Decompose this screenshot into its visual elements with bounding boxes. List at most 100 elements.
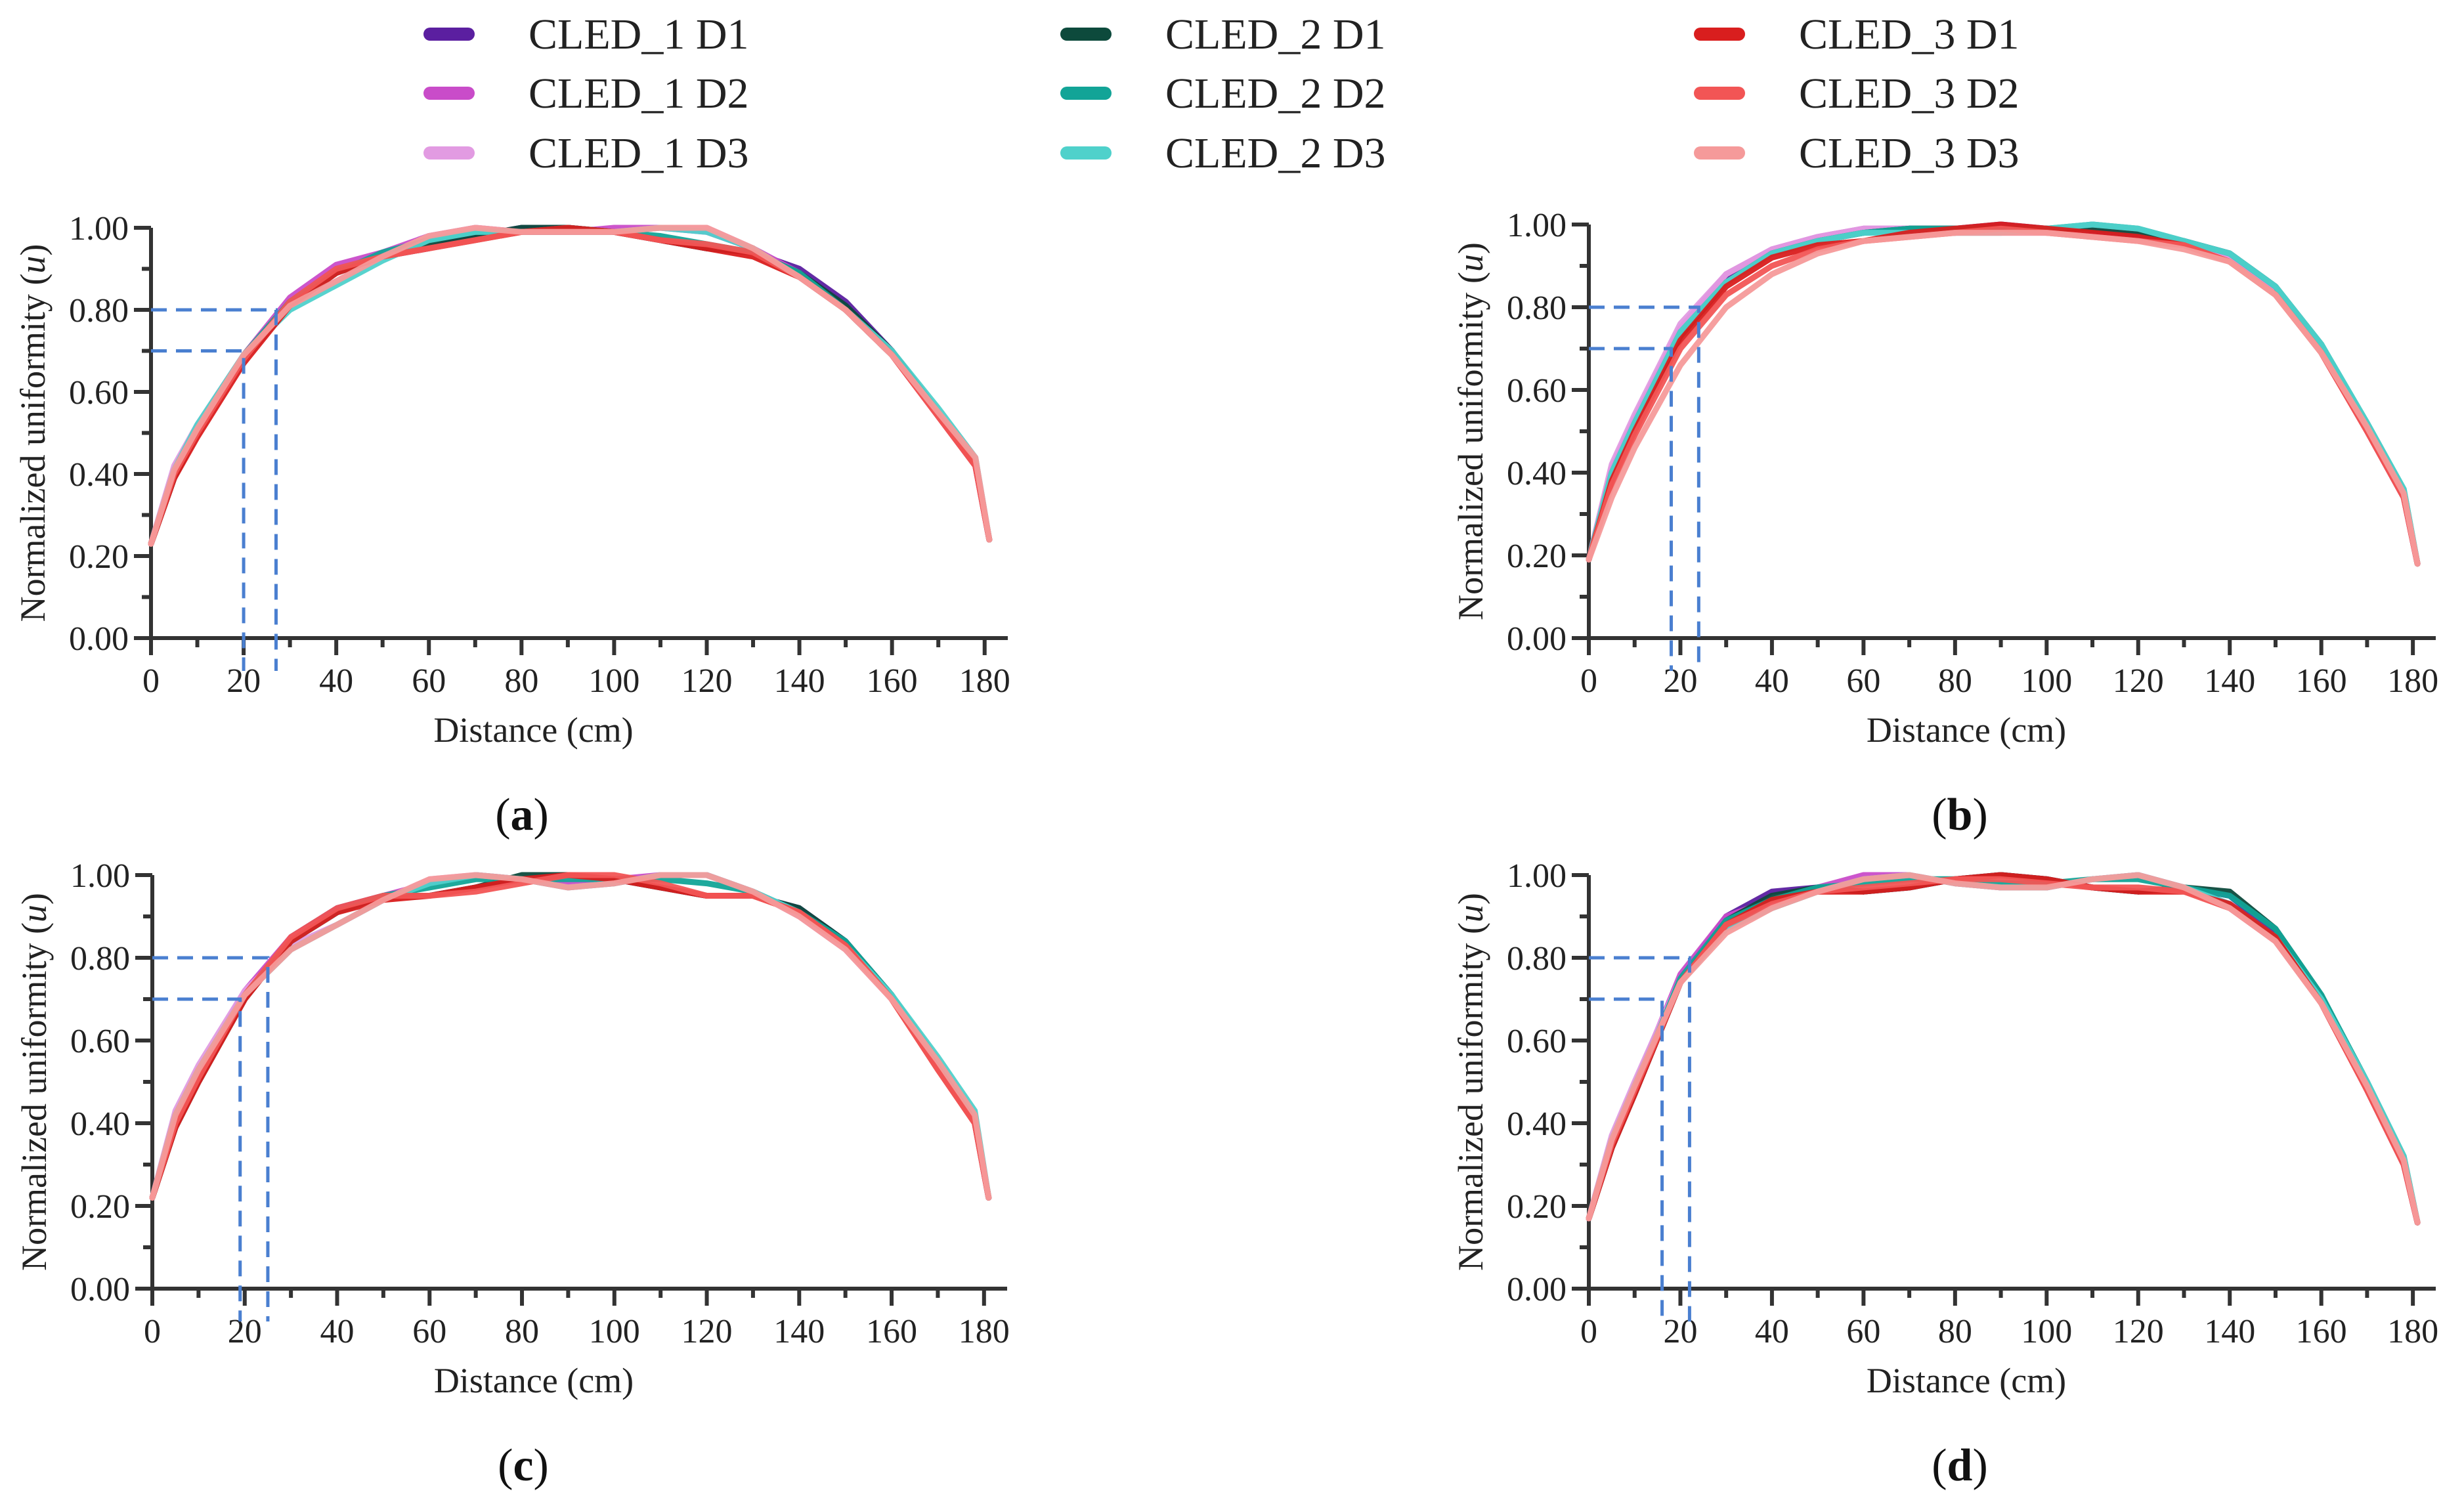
panel-label: (d) [1932,1440,1988,1491]
series-line [149,872,992,1201]
series-line [1586,221,2421,567]
y-axis-title-main: Normalized uniformity ( [1451,922,1490,1271]
guide-line-0.80 [151,308,278,671]
series-line [149,872,992,1201]
y-axis-title-var: u [13,256,53,274]
y-axis-title: Normalized uniformity (u) [1451,893,1490,1271]
y-tick-label: 0.80 [70,940,130,977]
x-tick-label: 100 [588,662,639,700]
x-tick-label: 40 [320,1313,355,1350]
x-tick-label: 100 [589,1313,640,1350]
series-line [149,872,992,1201]
legend-item: CLED_1 D2 [423,70,748,118]
x-tick-label: 140 [2204,1313,2255,1350]
x-axis-title: Distance (cm) [433,710,633,750]
x-tick-label: 100 [2021,1313,2072,1350]
x-tick-label: 80 [505,1313,539,1350]
legend-item: CLED_2 D2 [1060,70,1385,118]
x-tick-label: 180 [959,662,1010,700]
guide-line-0.70 [151,349,246,671]
y-tick-label: 1.00 [69,210,129,247]
y-tick-label: 0.20 [70,1188,130,1226]
series-line [149,872,992,1201]
y-tick-label: 0.80 [1507,940,1567,977]
series-line [1586,225,2421,567]
series-line [1586,872,2421,1226]
series-line [1586,221,2421,567]
series-line [1586,872,2421,1226]
legend-item: CLED_3 D2 [1694,70,2019,118]
x-tick-label: 40 [1755,662,1789,700]
y-tick-label: 1.00 [1507,207,1567,244]
legend-label: CLED_1 D2 [529,70,748,118]
series-line [1586,221,2421,567]
legend-item: CLED_1 D1 [423,11,748,58]
y-tick-label: 0.20 [69,538,129,576]
x-axis-title: Distance (cm) [1867,1361,2066,1400]
y-axis-title-close: ) [14,893,54,905]
y-axis-title-main: Normalized uniformity ( [1451,272,1490,620]
x-tick-label: 140 [2204,662,2255,700]
legend-label: CLED_1 D1 [529,11,748,58]
legend-label: CLED_1 D3 [529,129,748,177]
series-line [1586,221,2421,567]
legend-item: CLED_1 D3 [423,129,748,177]
x-tick-label: 60 [1846,1313,1880,1350]
y-axis-title: Normalized uniformity (u) [1451,242,1490,620]
series-line [1586,872,2421,1226]
x-tick-label: 40 [319,662,353,700]
x-tick-label: 180 [2387,662,2438,700]
series-line [1586,872,2421,1226]
x-tick-label: 20 [1663,662,1697,700]
y-tick-label: 0.40 [1507,455,1567,492]
legend-item: CLED_3 D1 [1694,11,2019,58]
y-tick-label: 0.80 [69,292,129,330]
guide-line-0.80 [1589,956,1691,1321]
y-tick-label: 1.00 [1507,857,1567,895]
x-tick-label: 20 [228,1313,262,1350]
y-tick-label: 0.60 [1507,1023,1567,1060]
legend-item: CLED_3 D3 [1694,129,2019,177]
legend-item: CLED_2 D3 [1060,129,1385,177]
legend-label: CLED_2 D1 [1165,11,1385,58]
y-tick-label: 0.20 [1507,1188,1567,1226]
y-tick-label: 0.80 [1507,290,1567,327]
panel-label: (b) [1932,790,1988,840]
legend-label: CLED_3 D2 [1799,70,2019,118]
y-tick-label: 0.60 [70,1023,130,1060]
y-tick-label: 0.40 [1507,1105,1567,1143]
x-tick-label: 0 [1580,1313,1597,1350]
y-tick-label: 0.40 [69,456,129,494]
series-line [149,872,992,1201]
panel-a: 0 20 40 60 80 100 120 140 160 1800.000.200.400.60… [13,210,1010,840]
x-tick-label: 20 [1663,1313,1697,1350]
x-tick-label: 0 [142,662,160,700]
x-tick-label: 120 [2113,662,2164,700]
series-line [149,872,992,1201]
panel-letter: b [1947,790,1973,840]
y-axis-title-var: u [1451,254,1490,272]
legend-item: CLED_2 D1 [1060,11,1385,58]
series-line [149,872,992,1201]
y-axis-title-close: ) [1451,242,1490,254]
y-tick-label: 0.00 [70,1271,130,1308]
y-tick-label: 0.60 [1507,372,1567,410]
legend-label: CLED_2 D3 [1165,129,1385,177]
x-tick-label: 40 [1755,1313,1789,1350]
x-tick-label: 160 [867,662,918,700]
guide-line-0.70 [1589,347,1674,671]
x-tick-label: 0 [144,1313,161,1350]
series-line [1586,872,2421,1226]
y-tick-label: 0.40 [70,1105,130,1143]
x-tick-label: 60 [412,662,446,700]
x-tick-label: 180 [959,1313,1010,1350]
panel-letter: d [1947,1440,1973,1491]
series-line [1586,225,2421,567]
x-tick-label: 80 [504,662,538,700]
panel-letter: a [511,790,534,840]
series-line [1586,225,2421,567]
series-line [148,225,993,547]
x-tick-label: 140 [773,1313,825,1350]
y-axis-title: Normalized uniformity (u) [14,893,54,1271]
legend-label: CLED_3 D3 [1799,129,2019,177]
